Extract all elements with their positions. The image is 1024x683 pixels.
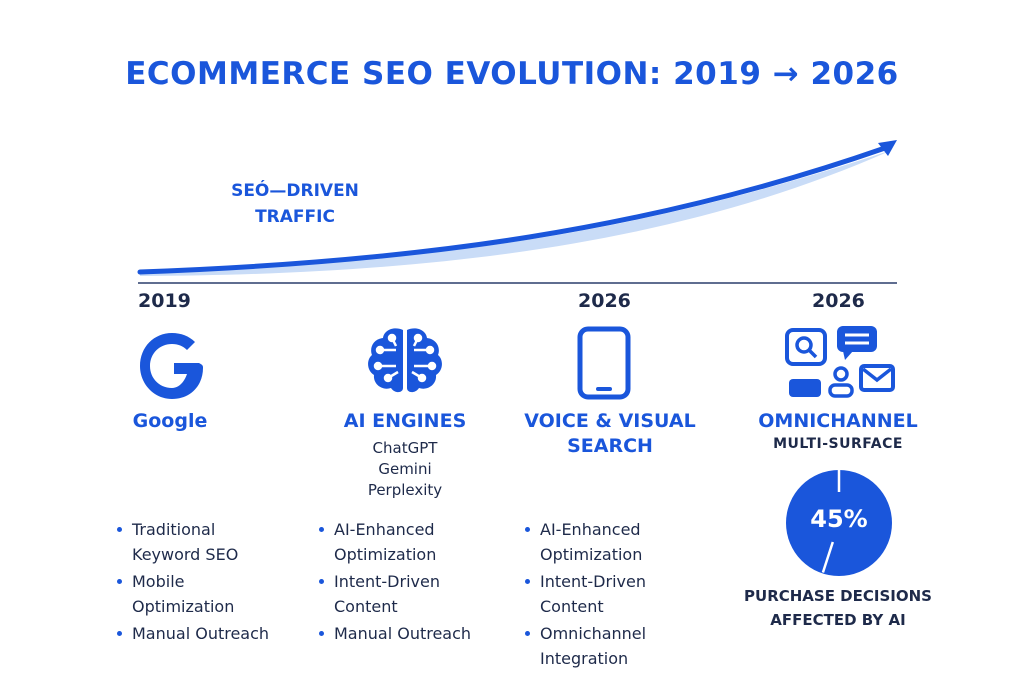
stat-pie bbox=[786, 470, 892, 576]
pie-circle bbox=[786, 470, 892, 576]
card-icon bbox=[789, 379, 821, 397]
stat-caption-line2: AFFECTED BY AI bbox=[770, 611, 906, 629]
col-omni-sub: MULTI-SURFACE bbox=[773, 436, 903, 452]
stat-caption-line1: PURCHASE DECISIONS bbox=[744, 587, 932, 605]
col-omni-heading: OMNICHANNEL bbox=[758, 410, 918, 432]
google-bullets: Traditional Keyword SEO Mobile Optimizatio… bbox=[117, 517, 269, 648]
growth-curve-line bbox=[137, 145, 888, 275]
growth-curve-fill bbox=[140, 150, 892, 276]
traffic-label-line2: TRAFFIC bbox=[255, 207, 335, 227]
arrowhead-icon bbox=[878, 140, 897, 156]
ai-bullets: AI-Enhanced Optimization Intent-Driven Con… bbox=[319, 517, 471, 648]
stat-value: 45% bbox=[810, 505, 868, 533]
list-item: Intent-Driven Content bbox=[319, 569, 471, 619]
voice-bullets: AI-Enhanced Optimization Intent-Driven Con… bbox=[525, 517, 646, 673]
omnichannel-icons bbox=[785, 326, 895, 398]
list-item: Manual Outreach bbox=[117, 621, 269, 646]
chat-bubble-icon bbox=[837, 326, 877, 360]
mail-icon bbox=[859, 364, 895, 392]
col-voice-heading-1: VOICE & VISUAL bbox=[524, 410, 696, 432]
google-g-icon bbox=[140, 333, 203, 399]
year-label-2019: 2019 bbox=[138, 290, 191, 312]
traffic-label: SEÓ—DRIVEN TRAFFIC bbox=[210, 178, 380, 230]
page-title: ECOMMERCE SEO EVOLUTION: 2019 → 2026 bbox=[125, 56, 899, 92]
year-label-2026: 2026 bbox=[578, 290, 631, 312]
list-item: Manual Outreach bbox=[319, 621, 471, 646]
ai-engine-perplexity: Perplexity bbox=[367, 481, 443, 499]
col-ai-engines: AI ENGINES ChatGPT Gemini Perplexity bbox=[315, 409, 495, 501]
brain-circuit-icon bbox=[368, 328, 442, 393]
col-voice-heading-2: SEARCH bbox=[567, 435, 653, 457]
list-item: Omnichannel Integration bbox=[525, 621, 646, 671]
col-ai-heading: AI ENGINES bbox=[343, 410, 467, 432]
list-item: Intent-Driven Content bbox=[525, 569, 646, 619]
list-item: Mobile Optimization bbox=[117, 569, 269, 619]
smartphone-icon bbox=[577, 326, 631, 400]
stat-caption: PURCHASE DECISIONS AFFECTED BY AI bbox=[730, 584, 946, 632]
col-google-heading: Google bbox=[132, 410, 208, 432]
col-omnichannel: OMNICHANNEL MULTI-SURFACE bbox=[740, 409, 936, 455]
ai-engine-chatgpt: ChatGPT bbox=[372, 439, 438, 457]
traffic-label-line1: SEÓ—DRIVEN bbox=[231, 181, 359, 201]
list-item: Traditional Keyword SEO bbox=[117, 517, 269, 567]
user-icon bbox=[828, 366, 854, 398]
search-window-icon bbox=[785, 328, 827, 366]
list-item: AI-Enhanced Optimization bbox=[525, 517, 646, 567]
pie-divider-value bbox=[821, 541, 835, 573]
ai-engine-gemini: Gemini bbox=[378, 460, 432, 478]
list-item: AI-Enhanced Optimization bbox=[319, 517, 471, 567]
year-label-2026-b: 2026 bbox=[812, 290, 865, 312]
col-voice-visual: VOICE & VISUAL SEARCH bbox=[510, 409, 710, 459]
